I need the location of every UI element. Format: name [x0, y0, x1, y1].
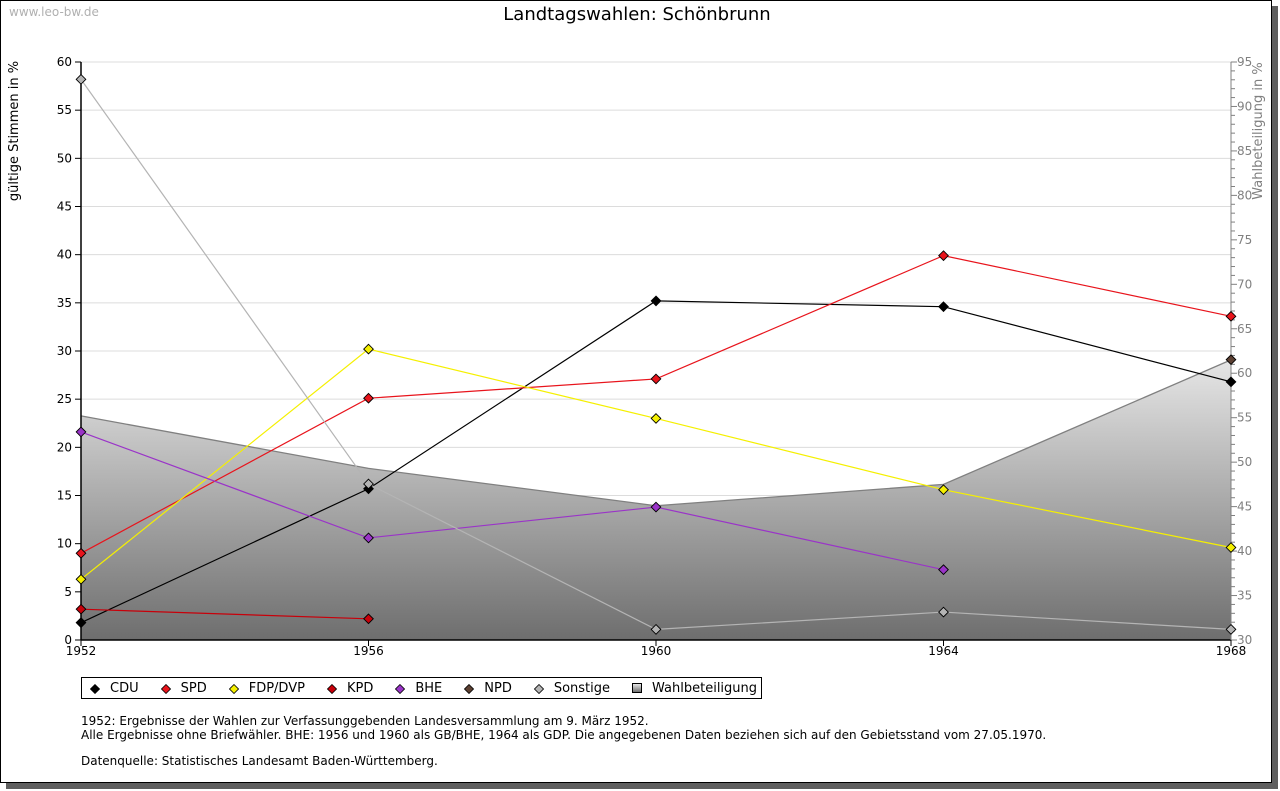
- legend-item-sonstige: Sonstige: [533, 680, 611, 696]
- legend-item-npd: NPD: [464, 681, 512, 696]
- data-point-spd: [938, 250, 949, 262]
- data-point-npd: [1225, 354, 1237, 366]
- data-point-spd: [650, 373, 662, 385]
- y2-tick-label: 70: [1237, 277, 1252, 291]
- data-point-cdu: [938, 301, 949, 313]
- diamond-marker-icon: [228, 683, 239, 695]
- legend-label: KPD: [346, 680, 374, 696]
- data-point-fdp-dvp: [650, 412, 662, 424]
- data-point-cdu: [1225, 376, 1237, 388]
- data-point-fdp-dvp: [363, 343, 374, 355]
- chart-plot: 0 5 10 15 20 25 30 35 40 45 50 55 60 30 35 40 45 50 55 60 65…: [7, 55, 1266, 658]
- legend-item-fdp-dvp: FDP/DVP: [228, 680, 305, 696]
- data-point-sonstige: [650, 623, 662, 635]
- diamond-marker-icon: [326, 683, 338, 695]
- y2-tick-label: 40: [1237, 544, 1252, 558]
- y-tick-label: 60: [57, 55, 72, 69]
- diamond-marker-icon: [89, 683, 101, 695]
- legend-label: CDU: [110, 680, 139, 696]
- data-point-sonstige: [363, 478, 374, 490]
- y-axis-label: gültige Stimmen in %: [7, 61, 22, 201]
- data-point-spd: [1225, 310, 1237, 322]
- y-tick-label: 15: [57, 489, 72, 503]
- legend-label: Sonstige: [553, 680, 611, 696]
- chart-title: Landtagswahlen: Schönbrunn: [503, 4, 771, 25]
- series-line-kpd: [80, 608, 369, 620]
- y2-tick-label: 75: [1237, 233, 1252, 247]
- y-tick-label: 10: [57, 537, 72, 551]
- data-point-spd: [75, 547, 87, 559]
- data-point-bhe: [650, 501, 662, 513]
- y2-tick-label: 30: [1237, 633, 1252, 647]
- x-tick-label: 1960: [641, 644, 672, 658]
- legend: CDU SPD FDP/DVP KPD BHE NPD Sonstige Wahlbeteil…: [81, 677, 763, 699]
- diamond-marker-icon: [464, 683, 475, 695]
- data-point-kpd: [75, 603, 87, 615]
- x-tick-label: 1968: [1216, 644, 1247, 658]
- y2-tick-label: 55: [1237, 411, 1252, 425]
- data-point-bhe: [75, 426, 87, 438]
- y-tick-label: 20: [57, 440, 72, 454]
- y-tick-label: 55: [57, 103, 72, 117]
- legend-item-bhe: BHE: [395, 681, 442, 696]
- data-point-spd: [363, 392, 374, 404]
- diamond-marker-icon: [533, 683, 544, 695]
- data-point-sonstige: [1225, 623, 1237, 635]
- data-point-sonstige: [75, 73, 87, 85]
- diamond-marker-icon: [160, 683, 171, 695]
- footnotes: 1952: Ergebnisse der Wahlen zur Verfassu…: [81, 714, 1046, 768]
- y2-tick-label: 50: [1237, 455, 1252, 469]
- legend-label: FDP/DVP: [248, 680, 305, 696]
- y2-tick-label: 85: [1237, 144, 1252, 158]
- legend-item-wahlbeteiligung: Wahlbeteiligung: [632, 681, 757, 696]
- data-point-fdp-dvp: [75, 573, 87, 585]
- y2-tick-label: 35: [1237, 589, 1252, 603]
- y-tick-label: 5: [64, 585, 72, 599]
- data-point-fdp-dvp: [938, 484, 949, 496]
- legend-label: Wahlbeteiligung: [652, 680, 758, 696]
- turnout-area: [81, 359, 1231, 640]
- y2-axis-label: Wahlbeteiligung in %: [1251, 62, 1266, 199]
- data-point-bhe: [938, 564, 949, 576]
- diamond-marker-icon: [395, 683, 406, 695]
- y2-tick-label: 45: [1237, 500, 1252, 514]
- data-point-bhe: [363, 532, 374, 544]
- data-point-sonstige: [938, 606, 949, 618]
- footnote-general: Alle Ergebnisse ohne Briefwähler. BHE: 1…: [81, 728, 1047, 742]
- y2-tick-label: 90: [1237, 99, 1252, 113]
- y2-tick-label: 65: [1237, 322, 1252, 336]
- legend-item-kpd: KPD: [326, 680, 374, 696]
- series-line-bhe: [80, 431, 944, 571]
- watermark: www.leo-bw.de: [9, 5, 99, 19]
- legend-label: NPD: [484, 680, 512, 696]
- data-source: Datenquelle: Statistisches Landesamt Bad…: [81, 754, 438, 768]
- data-point-kpd: [363, 613, 374, 625]
- data-point-fdp-dvp: [1225, 542, 1237, 553]
- legend-label: SPD: [180, 680, 207, 696]
- x-tick-label: 1956: [353, 644, 384, 658]
- legend-item-cdu: CDU: [89, 680, 139, 696]
- data-point-cdu: [75, 617, 87, 629]
- y-tick-label: 0: [64, 633, 72, 647]
- y2-tick-label: 95: [1237, 55, 1252, 69]
- y2-tick-label: 80: [1237, 188, 1252, 202]
- y-tick-label: 40: [57, 248, 72, 262]
- x-tick-label: 1952: [66, 644, 97, 658]
- legend-item-spd: SPD: [160, 680, 207, 696]
- y-tick-label: 30: [57, 344, 72, 358]
- y-tick-label: 35: [57, 296, 72, 310]
- legend-label: BHE: [415, 680, 443, 696]
- y-tick-label: 25: [57, 392, 72, 406]
- y-tick-label: 45: [57, 200, 72, 214]
- data-point-cdu: [650, 295, 662, 307]
- x-tick-label: 1964: [928, 644, 959, 658]
- square-marker-icon: [632, 683, 643, 693]
- y2-tick-label: 60: [1237, 366, 1252, 380]
- footnote-1952: 1952: Ergebnisse der Wahlen zur Verfassu…: [81, 714, 649, 728]
- y-tick-label: 50: [57, 151, 72, 165]
